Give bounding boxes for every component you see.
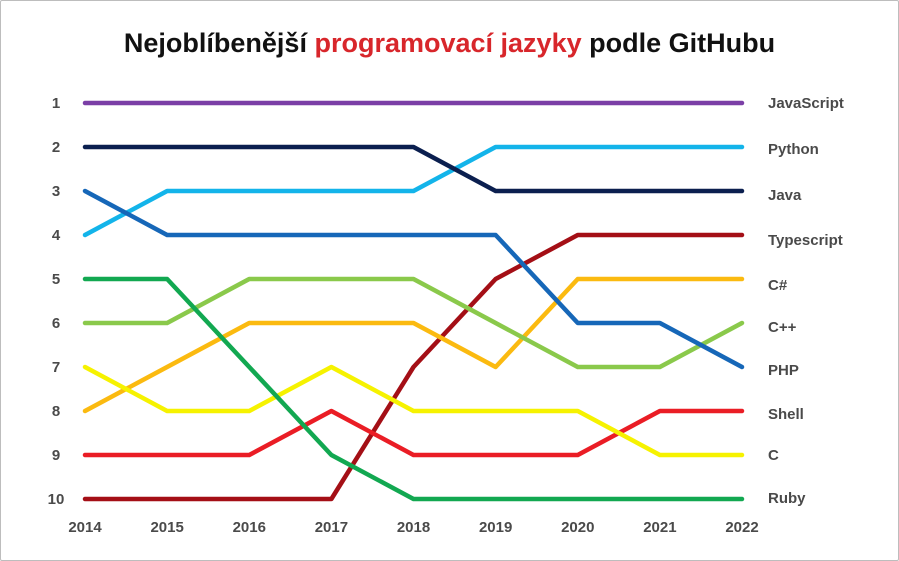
y-axis-ticks: 1 2 3 4 5 6 7 8 9 10 [48, 95, 65, 508]
series-label: Shell [768, 406, 804, 423]
x-tick-label: 2022 [725, 519, 758, 536]
chart-title-part-3: podle GitHubu [589, 28, 776, 58]
y-tick-label: 6 [52, 315, 60, 332]
series-label: C# [768, 277, 788, 294]
y-tick-label: 4 [52, 227, 61, 244]
y-tick-label: 5 [52, 271, 60, 288]
series-line-java [82, 144, 745, 194]
series-label: Typescript [768, 232, 843, 249]
x-tick-label: 2014 [68, 519, 102, 536]
series-layer [82, 100, 745, 502]
series-label: Python [768, 141, 819, 158]
chart-title: Nejoblíbenější programovací jazyky podle… [0, 28, 899, 59]
y-tick-label: 3 [52, 183, 60, 200]
series-label: Ruby [768, 490, 806, 507]
series-label: C++ [768, 319, 797, 336]
series-line-python [82, 144, 745, 238]
series-label: C [768, 447, 779, 464]
series-line-c [82, 364, 745, 458]
y-tick-label: 9 [52, 447, 60, 464]
x-tick-label: 2015 [150, 519, 183, 536]
y-tick-label: 2 [52, 139, 60, 156]
series-line-ruby [82, 276, 745, 502]
x-tick-label: 2021 [643, 519, 676, 536]
y-tick-label: 7 [52, 359, 60, 376]
x-tick-label: 2018 [397, 519, 430, 536]
series-line-csharp [82, 276, 745, 414]
chart-title-part-1: Nejoblíbenější [123, 28, 307, 58]
x-axis-ticks: 2014 2015 2016 2017 2018 2019 2020 2021 2022 [68, 519, 758, 536]
series-labels: JavaScript Python Java Typescript C# C++ PHP Sh… [768, 95, 844, 507]
series-label: PHP [768, 362, 799, 379]
series-label: JavaScript [768, 95, 844, 112]
series-line-php [82, 188, 745, 370]
series-line-shell [82, 408, 745, 458]
x-tick-label: 2016 [233, 519, 266, 536]
chart-title-highlight: programovací jazyky [314, 28, 582, 58]
series-label: Java [768, 187, 802, 204]
y-tick-label: 8 [52, 403, 60, 420]
x-tick-label: 2017 [315, 519, 348, 536]
x-tick-label: 2019 [479, 519, 512, 536]
series-line-typescript [82, 232, 745, 502]
x-tick-label: 2020 [561, 519, 594, 536]
y-tick-label: 10 [48, 491, 65, 508]
y-tick-label: 1 [52, 95, 60, 112]
